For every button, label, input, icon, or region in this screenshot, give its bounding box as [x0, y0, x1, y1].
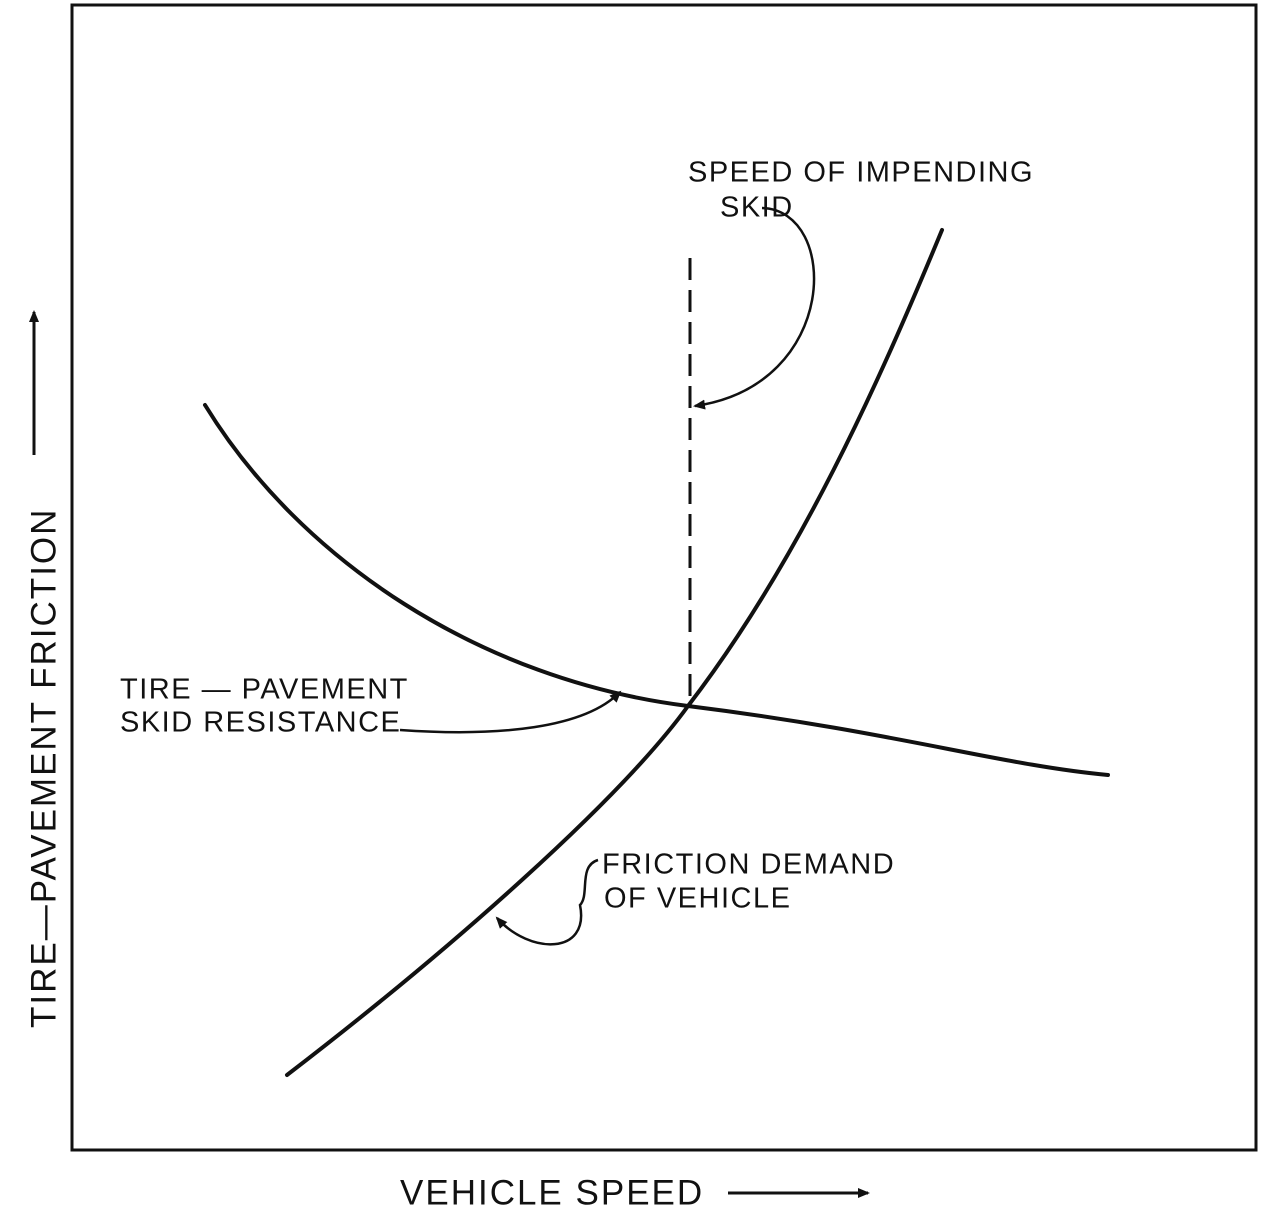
annotation: SKID	[720, 192, 794, 224]
x-axis-label: VEHICLE SPEED	[400, 1173, 704, 1212]
leader	[693, 206, 816, 410]
y-axis-label: TIRE—PAVEMENT FRICTION	[24, 508, 63, 1028]
friction-demand-curve	[285, 228, 944, 1077]
annotation: SKID RESISTANCE	[120, 707, 401, 739]
annotation: TIRE — PAVEMENT	[120, 674, 409, 706]
leader	[399, 690, 622, 734]
annotation: OF VEHICLE	[604, 883, 791, 915]
annotation: SPEED OF IMPENDING	[688, 157, 1034, 189]
leader	[495, 858, 599, 946]
frame	[70, 3, 1258, 1152]
annotation: FRICTION DEMAND	[602, 849, 895, 881]
skid-resistance-curve	[203, 403, 1110, 777]
